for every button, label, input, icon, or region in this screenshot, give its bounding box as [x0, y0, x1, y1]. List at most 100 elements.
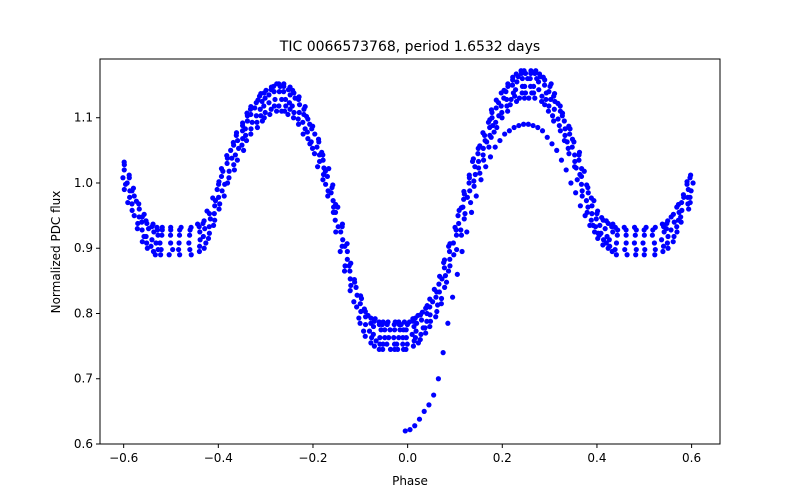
data-point [168, 240, 174, 246]
data-point [573, 165, 579, 171]
data-point [135, 220, 141, 227]
data-point [542, 102, 548, 108]
data-point [177, 252, 183, 258]
data-point [453, 232, 460, 238]
data-point [257, 106, 263, 112]
data-point [154, 227, 161, 233]
data-point [435, 376, 441, 382]
data-point [591, 198, 597, 204]
data-point [391, 321, 397, 328]
data-point [347, 276, 353, 282]
data-point [295, 121, 302, 127]
data-point [395, 346, 401, 352]
data-point [206, 211, 213, 217]
data-point [443, 279, 450, 285]
data-point [567, 131, 573, 137]
data-point [547, 83, 553, 90]
data-point [632, 232, 638, 238]
data-point [436, 281, 442, 287]
data-point [266, 100, 272, 106]
data-point [458, 227, 464, 233]
data-point [311, 151, 318, 157]
data-point [273, 108, 280, 114]
data-point [623, 240, 629, 246]
data-point [497, 137, 503, 144]
data-point [583, 198, 590, 204]
data-point [494, 124, 500, 131]
data-point [623, 232, 629, 238]
data-point [525, 121, 531, 127]
data-point [564, 139, 570, 145]
data-point [368, 315, 374, 321]
data-point [120, 175, 126, 181]
data-point [129, 207, 135, 213]
data-point [658, 237, 665, 243]
data-point [652, 252, 658, 258]
data-point [340, 237, 346, 243]
data-point [396, 335, 402, 341]
data-point [391, 335, 397, 341]
data-point [362, 321, 369, 328]
data-point [259, 98, 265, 105]
data-point [210, 222, 217, 228]
data-point [416, 416, 423, 422]
data-point [131, 213, 137, 219]
data-point [224, 155, 231, 161]
data-point [139, 214, 145, 220]
data-point [378, 327, 384, 333]
data-point [305, 116, 311, 122]
data-point [155, 232, 161, 238]
data-point [186, 240, 192, 246]
data-point [566, 151, 572, 157]
data-point [379, 321, 385, 328]
data-point [316, 139, 322, 145]
data-point [215, 181, 222, 187]
data-point [342, 263, 348, 269]
data-point [177, 227, 183, 233]
data-point [352, 279, 358, 285]
data-point [403, 346, 409, 352]
data-point [427, 323, 433, 330]
data-point [478, 177, 484, 183]
data-point [403, 327, 409, 333]
data-point [487, 154, 494, 160]
data-point [571, 139, 577, 145]
data-point [300, 131, 306, 137]
data-point [136, 201, 142, 207]
data-point [424, 318, 430, 324]
data-point [380, 346, 386, 352]
data-point [450, 240, 456, 246]
data-point [453, 227, 459, 233]
data-point [468, 209, 475, 215]
data-point [450, 294, 456, 300]
data-point [329, 184, 335, 191]
data-point [593, 216, 599, 222]
x-tick-label: 0.6 [682, 451, 701, 465]
data-point [342, 243, 348, 249]
data-point [660, 243, 667, 249]
x-axis-label: Phase [392, 474, 428, 488]
data-point [475, 145, 481, 151]
data-point [594, 211, 600, 217]
data-point [678, 219, 684, 225]
data-point [254, 119, 260, 125]
data-point [686, 206, 692, 212]
data-point [243, 132, 249, 138]
data-point [212, 203, 218, 209]
data-point [687, 199, 693, 206]
data-point [253, 100, 259, 106]
data-point [642, 246, 648, 253]
data-point [239, 142, 245, 148]
data-point [134, 226, 140, 232]
data-point [404, 341, 410, 347]
data-point [235, 137, 241, 144]
data-point [674, 204, 680, 210]
data-point [382, 327, 388, 333]
data-point [253, 113, 259, 119]
data-point [202, 226, 208, 232]
data-point [572, 152, 578, 158]
data-point [665, 245, 671, 251]
data-point [454, 246, 460, 253]
data-point [176, 240, 182, 246]
data-point [433, 294, 439, 300]
